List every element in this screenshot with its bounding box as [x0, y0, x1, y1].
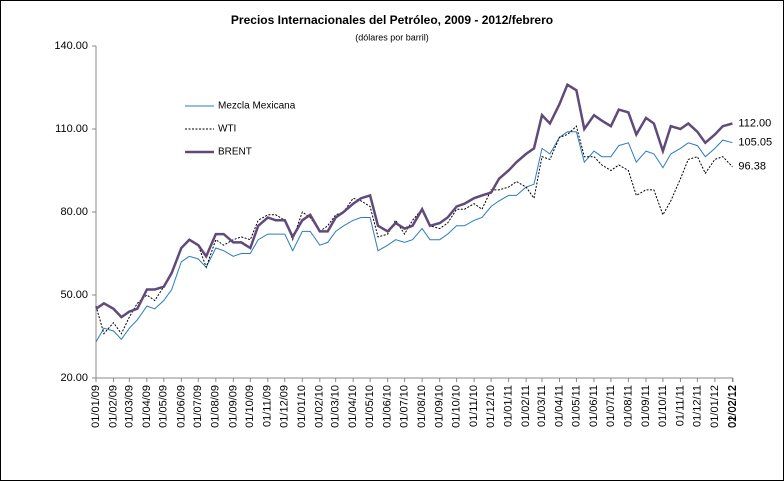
x-tick-label: 01/02/11: [520, 385, 532, 427]
y-tick-label: 110.00: [55, 123, 88, 135]
x-tick-label: 01/11/11: [674, 385, 686, 426]
x-tick-label: 01/01/09: [90, 385, 102, 428]
x-tick-label: 01/03/11: [536, 385, 548, 427]
end-value-label: 105.05: [738, 137, 772, 149]
x-tick-label: 01/01/12: [709, 385, 721, 428]
x-tick-label: 01/03/09: [123, 385, 135, 428]
x-tick-label: 01/01/10: [296, 385, 308, 428]
end-value-label: 96.38: [738, 161, 766, 173]
series-line: [95, 125, 733, 335]
y-tick-label: 140.00: [54, 40, 88, 52]
x-tick-label: 01/12/10: [485, 385, 497, 428]
x-tick-label: 01/04/11: [553, 385, 565, 427]
y-tick-label: 50.00: [60, 289, 88, 301]
x-tick-label: 01/10/11: [657, 385, 669, 427]
x-tick-label: 01/07/10: [399, 385, 411, 428]
x-tick-label: 01/12/09: [279, 385, 291, 428]
x-tick-label: 01/08/11: [622, 385, 634, 427]
y-tick-label: 80.00: [60, 206, 88, 218]
x-tick-label: 01/04/10: [347, 385, 359, 428]
legend-label: Mezcla Mexicana: [218, 101, 296, 112]
x-tick-label: 01/05/11: [570, 385, 582, 427]
x-tick-label: 01/10/10: [451, 385, 463, 428]
x-tick-label: 01/09/11: [640, 385, 652, 427]
x-tick-label: 01/02/10: [314, 385, 326, 428]
legend-label: BRENT: [218, 147, 252, 158]
x-tick-label: 01/06/11: [588, 385, 600, 427]
x-tick-label: 01/02/09: [107, 385, 119, 428]
chart-subtitle: (dólares por barril): [355, 32, 429, 42]
series-line: [95, 82, 733, 319]
y-tick-label: 20.00: [60, 372, 88, 384]
x-tick-label: 01/07/09: [192, 385, 204, 428]
x-tick-label: 01/11/10: [468, 385, 480, 427]
x-tick-label: 01/05/10: [364, 385, 376, 428]
x-tick-label: 01/06/10: [382, 385, 394, 428]
end-value-label: 112.00: [738, 117, 771, 129]
x-tick-label: 01/06/09: [175, 385, 187, 428]
chart-title: Precios Internacionales del Petróleo, 20…: [231, 13, 553, 27]
x-tick-label: 01/02/12: [726, 385, 738, 428]
x-tick-label: 01/09/09: [227, 385, 239, 428]
x-tick-label: 01/10/09: [244, 385, 256, 428]
x-tick-label: 01/01/11: [503, 385, 515, 427]
x-tick-label: 01/08/10: [416, 385, 428, 428]
x-tick-label: 01/08/09: [210, 385, 222, 428]
legend-label: WTI: [218, 124, 236, 135]
x-tick-label: 01/12/11: [691, 385, 703, 427]
series-line: [95, 131, 733, 343]
x-tick-label: 01/03/10: [330, 385, 342, 428]
x-tick-label: 01/05/09: [158, 385, 170, 428]
x-tick-label: 01/11/09: [262, 385, 274, 427]
x-tick-label: 02/02/12: [727, 385, 739, 428]
x-tick-label: 01/07/11: [605, 385, 617, 427]
x-tick-label: 01/04/09: [141, 385, 153, 428]
x-tick-label: 01/09/10: [434, 385, 446, 428]
